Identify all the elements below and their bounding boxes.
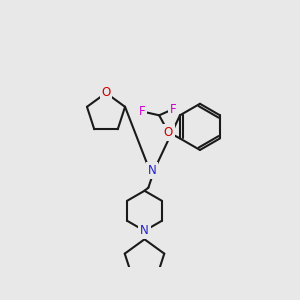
Text: F: F (170, 103, 176, 116)
Text: F: F (139, 105, 146, 118)
Text: N: N (140, 224, 149, 237)
Text: O: O (101, 86, 111, 100)
Text: N: N (148, 164, 157, 177)
Text: O: O (164, 126, 173, 139)
